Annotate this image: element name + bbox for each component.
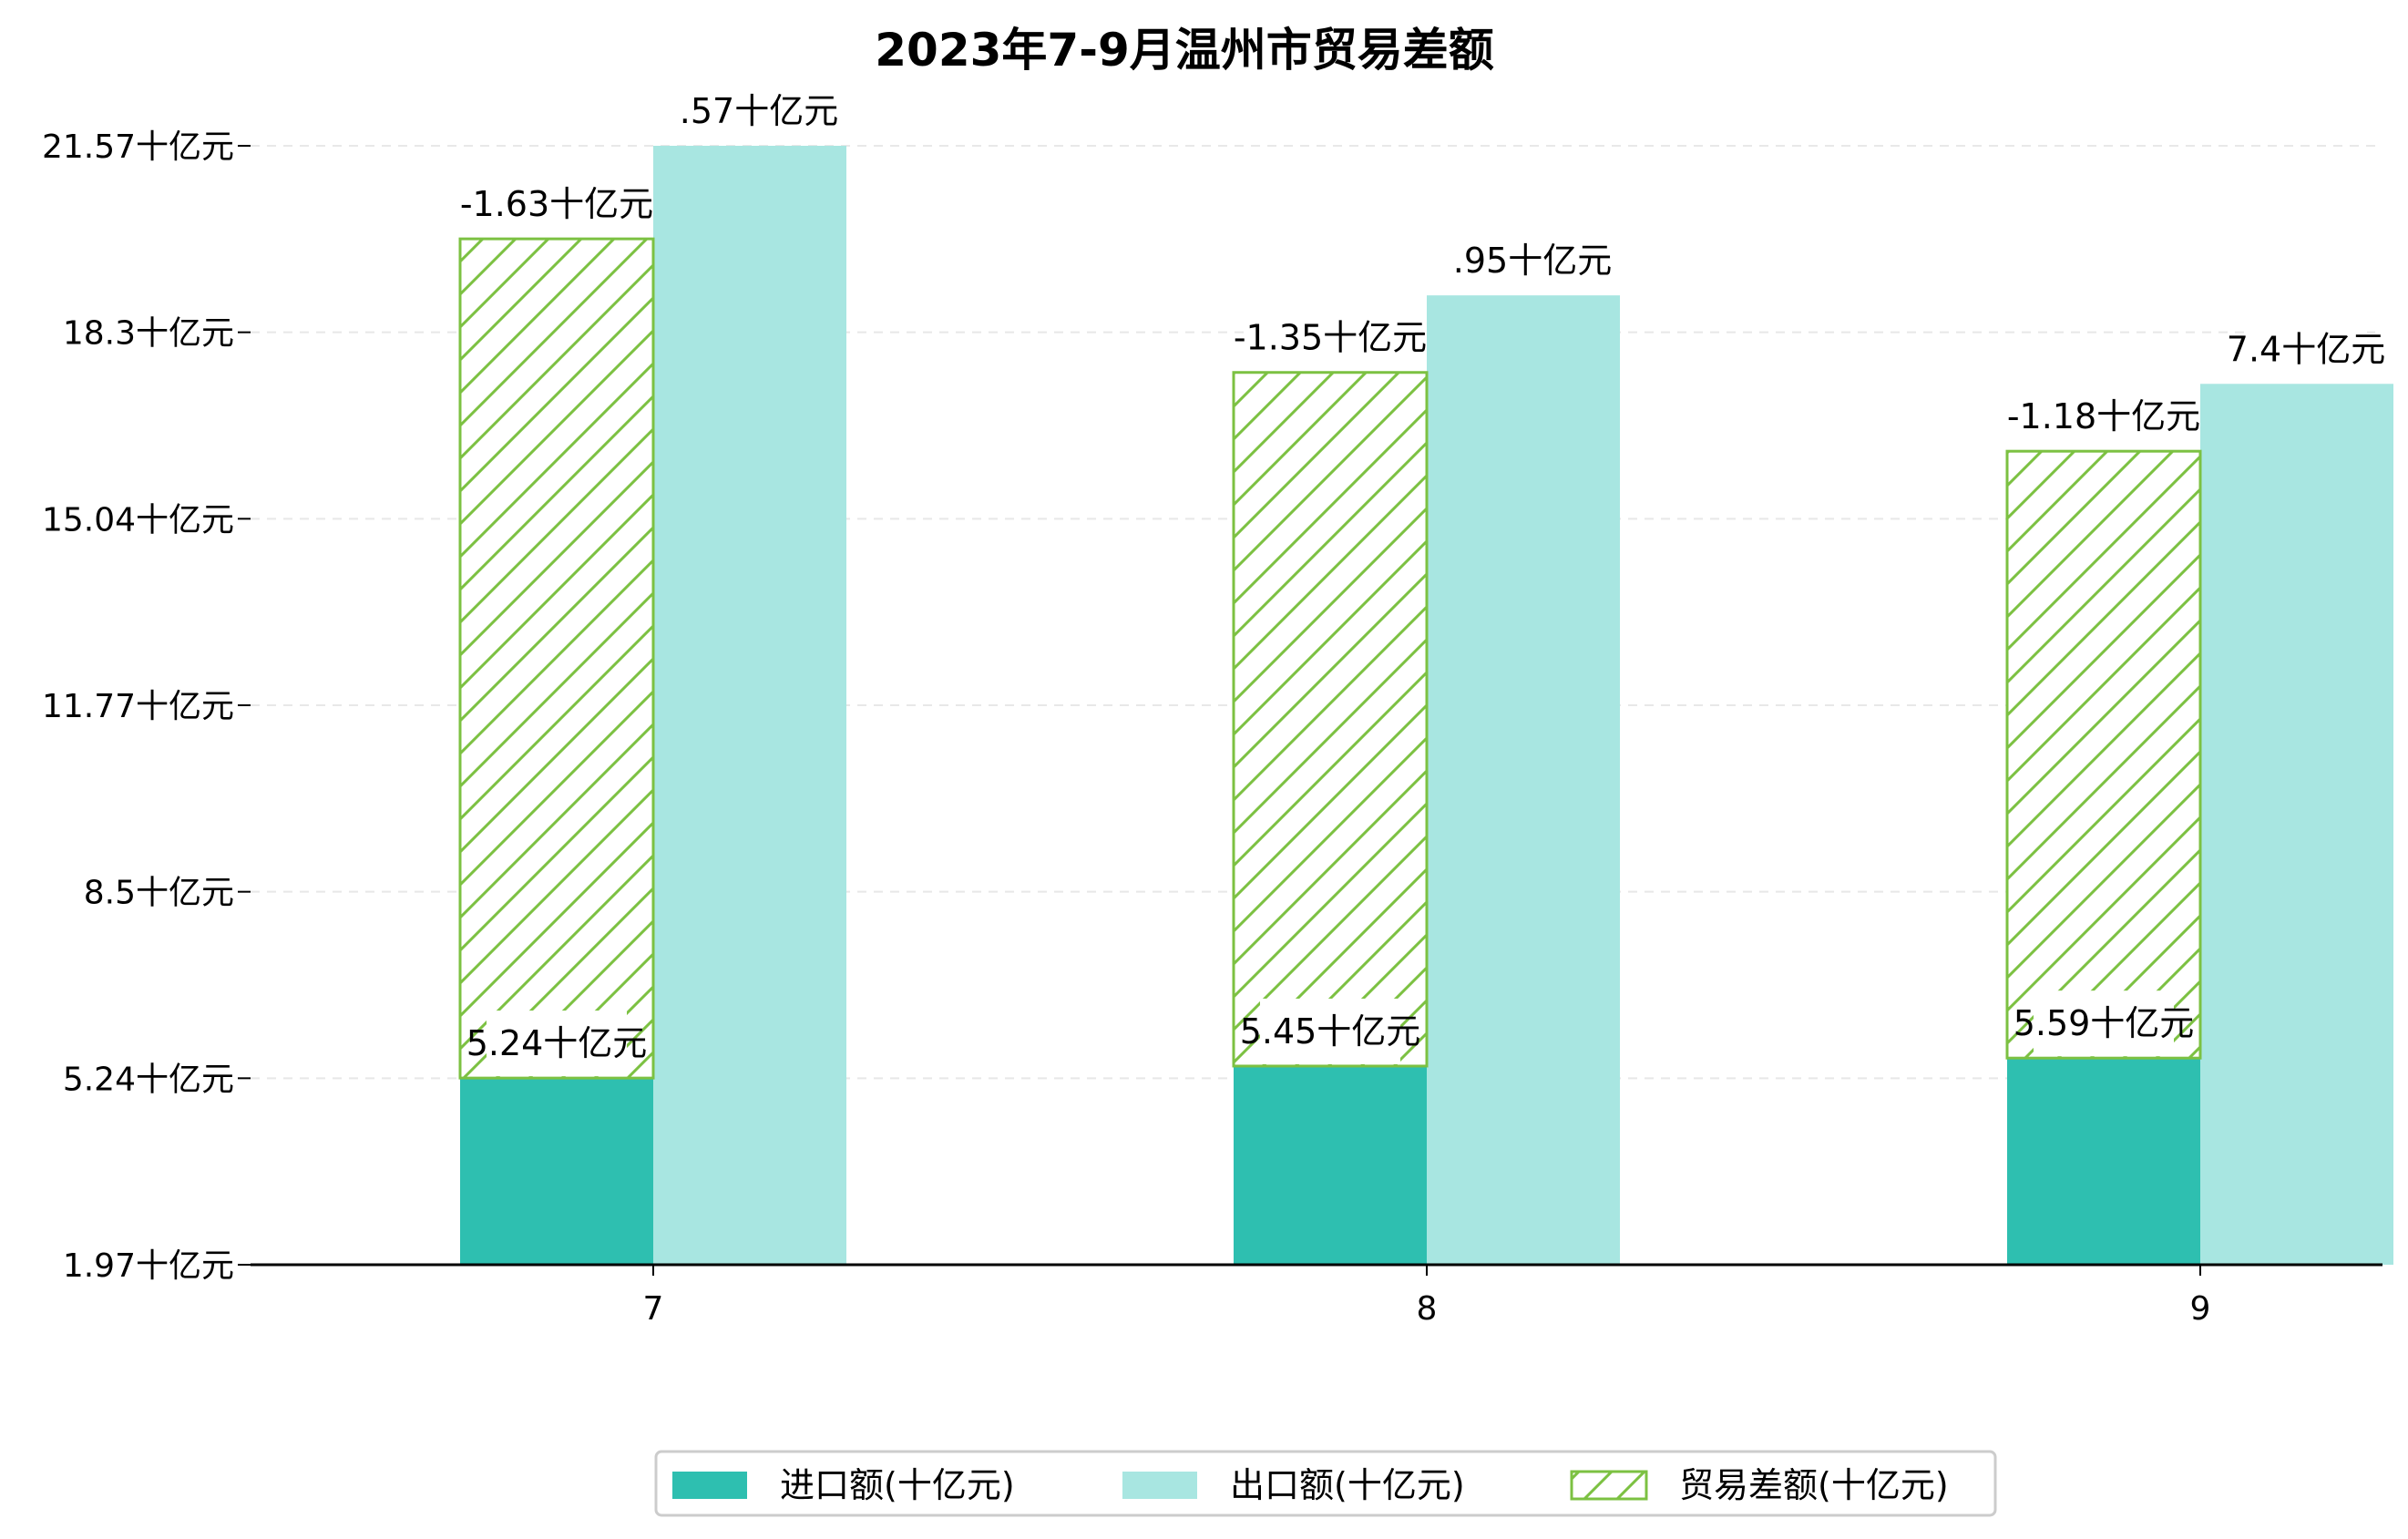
export-value-label-bg: [1471, 228, 1593, 294]
export-value-label-bg: [2245, 316, 2367, 383]
export-bar: [653, 146, 846, 1265]
export-bar: [1427, 295, 1620, 1266]
trade-balance-value-label-bg: [2024, 384, 2183, 450]
legend: 进口额(十亿元) 出口额(十亿元) 贸易差额(十亿元): [654, 1450, 1997, 1517]
trade-balance-bar: [458, 237, 655, 1080]
import-bar: [1234, 1065, 1427, 1265]
import-value-label-bg: [487, 1011, 627, 1077]
trade-balance-bar: [2005, 449, 2202, 1060]
legend-label: 贸易差额(十亿元): [1679, 1465, 1949, 1505]
export-value-label: .57十亿元: [680, 91, 838, 131]
import-value-label-bg: [1260, 998, 1400, 1064]
y-tick-label: 11.77十亿元: [42, 688, 234, 725]
export-bar: [2200, 384, 2393, 1265]
bars-layer: [458, 146, 2393, 1266]
legend-label: 进口额(十亿元): [780, 1465, 1015, 1505]
legend-swatch-trade-balance: [1570, 1470, 1648, 1501]
import-value-label-bg: [2034, 990, 2174, 1057]
y-tick-label: 8.5十亿元: [84, 875, 234, 912]
import-bar: [2007, 1058, 2200, 1265]
x-tick-label: 8: [1417, 1290, 1438, 1328]
legend-frame: [654, 1450, 1997, 1517]
y-tick-label: 18.3十亿元: [63, 315, 234, 353]
import-bar: [460, 1078, 653, 1265]
legend-swatch: [672, 1472, 747, 1499]
import-value-label: 5.24十亿元: [466, 1023, 648, 1063]
y-tick-label: 15.04十亿元: [42, 501, 234, 539]
x-tick-label: 7: [643, 1290, 664, 1328]
trade-balance-value-label: -1.63十亿元: [460, 184, 653, 224]
trade-balance-value-label-bg: [1251, 304, 1409, 371]
labels-layer: .57十亿元 -1.63十亿元 5.24十亿元 .95十亿元 -1.35十亿元 5.45十…: [460, 78, 2385, 1077]
import-value-label: 5.45十亿元: [1240, 1011, 1421, 1052]
trade-balance-value-label-bg: [477, 171, 636, 238]
import-value-label: 5.59十亿元: [2013, 1003, 2195, 1043]
chart-title: 2023年7-9月温州市贸易差额: [875, 24, 1494, 77]
export-value-label-bg: [698, 78, 820, 144]
export-value-label: .95十亿元: [1453, 241, 1612, 281]
axes-layer: 1.97十亿元 5.24十亿元 8.5十亿元 11.77十亿元 15.04十亿元 18.3…: [42, 128, 2382, 1328]
y-tick-label: 5.24十亿元: [63, 1061, 234, 1098]
y-tick-label: 1.97十亿元: [63, 1247, 234, 1285]
legend-swatch: [1122, 1472, 1197, 1499]
export-value-label: 7.4十亿元: [2227, 329, 2385, 369]
x-tick-label: 9: [2190, 1290, 2211, 1328]
legend-label: 出口额(十亿元): [1230, 1465, 1465, 1505]
trade-balance-value-label: -1.18十亿元: [2007, 396, 2200, 436]
trade-balance-value-label: -1.35十亿元: [1234, 318, 1427, 358]
trade-balance-bar: [1232, 371, 1429, 1068]
y-tick-label: 21.57十亿元: [42, 128, 234, 166]
